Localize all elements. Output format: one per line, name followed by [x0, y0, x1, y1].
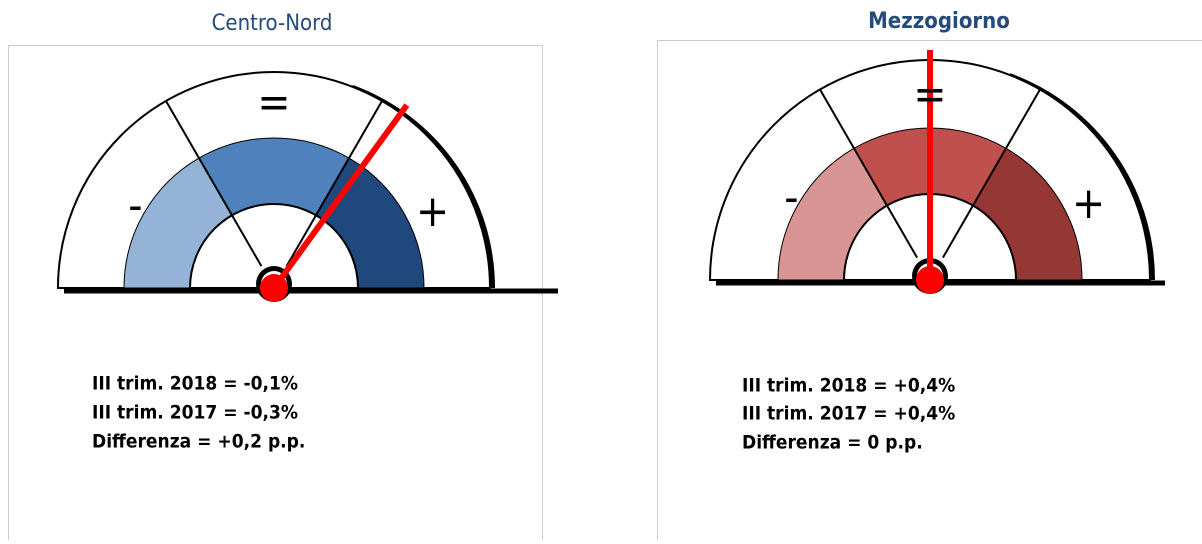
gauge-label: - [128, 180, 142, 231]
text-line: Differenza = +0,2 p.p. [92, 431, 305, 453]
text-line: III trim. 2018 = -0,1% [92, 373, 298, 395]
gauge-pivot [260, 274, 288, 302]
gauge-label: + [1072, 178, 1105, 229]
gauge-label: = [913, 69, 946, 120]
gauge-pivot [916, 266, 944, 294]
text-line: III trim. 2017 = +0,4% [742, 403, 955, 425]
text-line: Differenza = 0 p.p. [742, 432, 923, 454]
gauge-label: - [784, 172, 798, 223]
text-line: III trim. 2017 = -0,3% [92, 402, 298, 424]
gauge-label: + [416, 186, 449, 237]
text-line: III trim. 2018 = +0,4% [742, 375, 955, 397]
gauge-label: = [257, 77, 290, 128]
panel-title: Mezzogiorno [868, 9, 1010, 34]
panel-title: Centro-Nord [212, 11, 333, 36]
